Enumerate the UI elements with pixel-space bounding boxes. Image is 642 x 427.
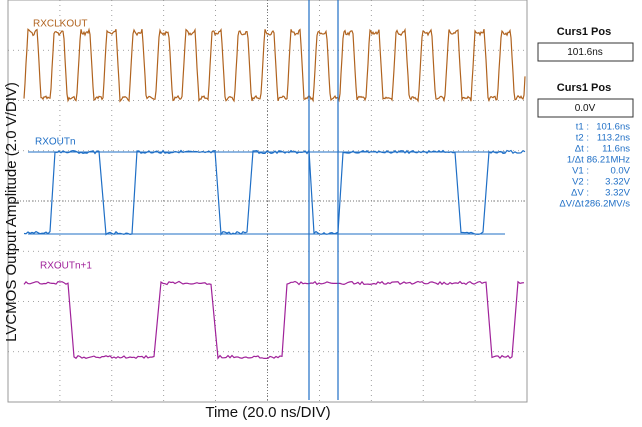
readout-label: t1 : <box>576 122 589 133</box>
readout-value: 101.6ns <box>596 122 630 133</box>
readout-value: 11.6ns <box>602 144 630 155</box>
channel-label: RXCLKOUT <box>33 19 87 30</box>
readout-value: 113.2ns <box>597 133 630 144</box>
channel-label: RXOUTn+1 <box>40 261 92 272</box>
channel-label: RXOUTn <box>35 137 76 148</box>
readout-value: 86.21MHz <box>587 155 631 166</box>
readout-label: V1 : <box>572 166 589 177</box>
cursor-title: Curs1 Pos <box>557 26 611 38</box>
readout-value: 0.0V <box>610 166 630 177</box>
readout-panel: Curs1 Pos 101.6ns Curs1 Pos 0.0V t1 : 101.6ns… <box>538 26 633 210</box>
y-axis-label: LVCMOS Output Amplitude (2.0 V/DIV) <box>3 82 20 342</box>
readout-label: t2 : <box>576 133 589 144</box>
cursor-value: 101.6ns <box>567 47 603 58</box>
readout-label: V2 : <box>572 177 589 188</box>
x-axis-label: Time (20.0 ns/DIV) <box>205 404 330 421</box>
cursor-title: Curs1 Pos <box>557 82 611 94</box>
readout-value: 3.32V <box>605 188 630 199</box>
readout-value: 286.2MV/s <box>585 199 631 210</box>
readout-value: 3.32V <box>605 177 630 188</box>
readout-label: ΔV : <box>571 188 589 199</box>
readout-label: 1/Δt : <box>567 155 589 166</box>
readout-label: Δt : <box>575 144 589 155</box>
cursor-value: 0.0V <box>575 103 596 114</box>
